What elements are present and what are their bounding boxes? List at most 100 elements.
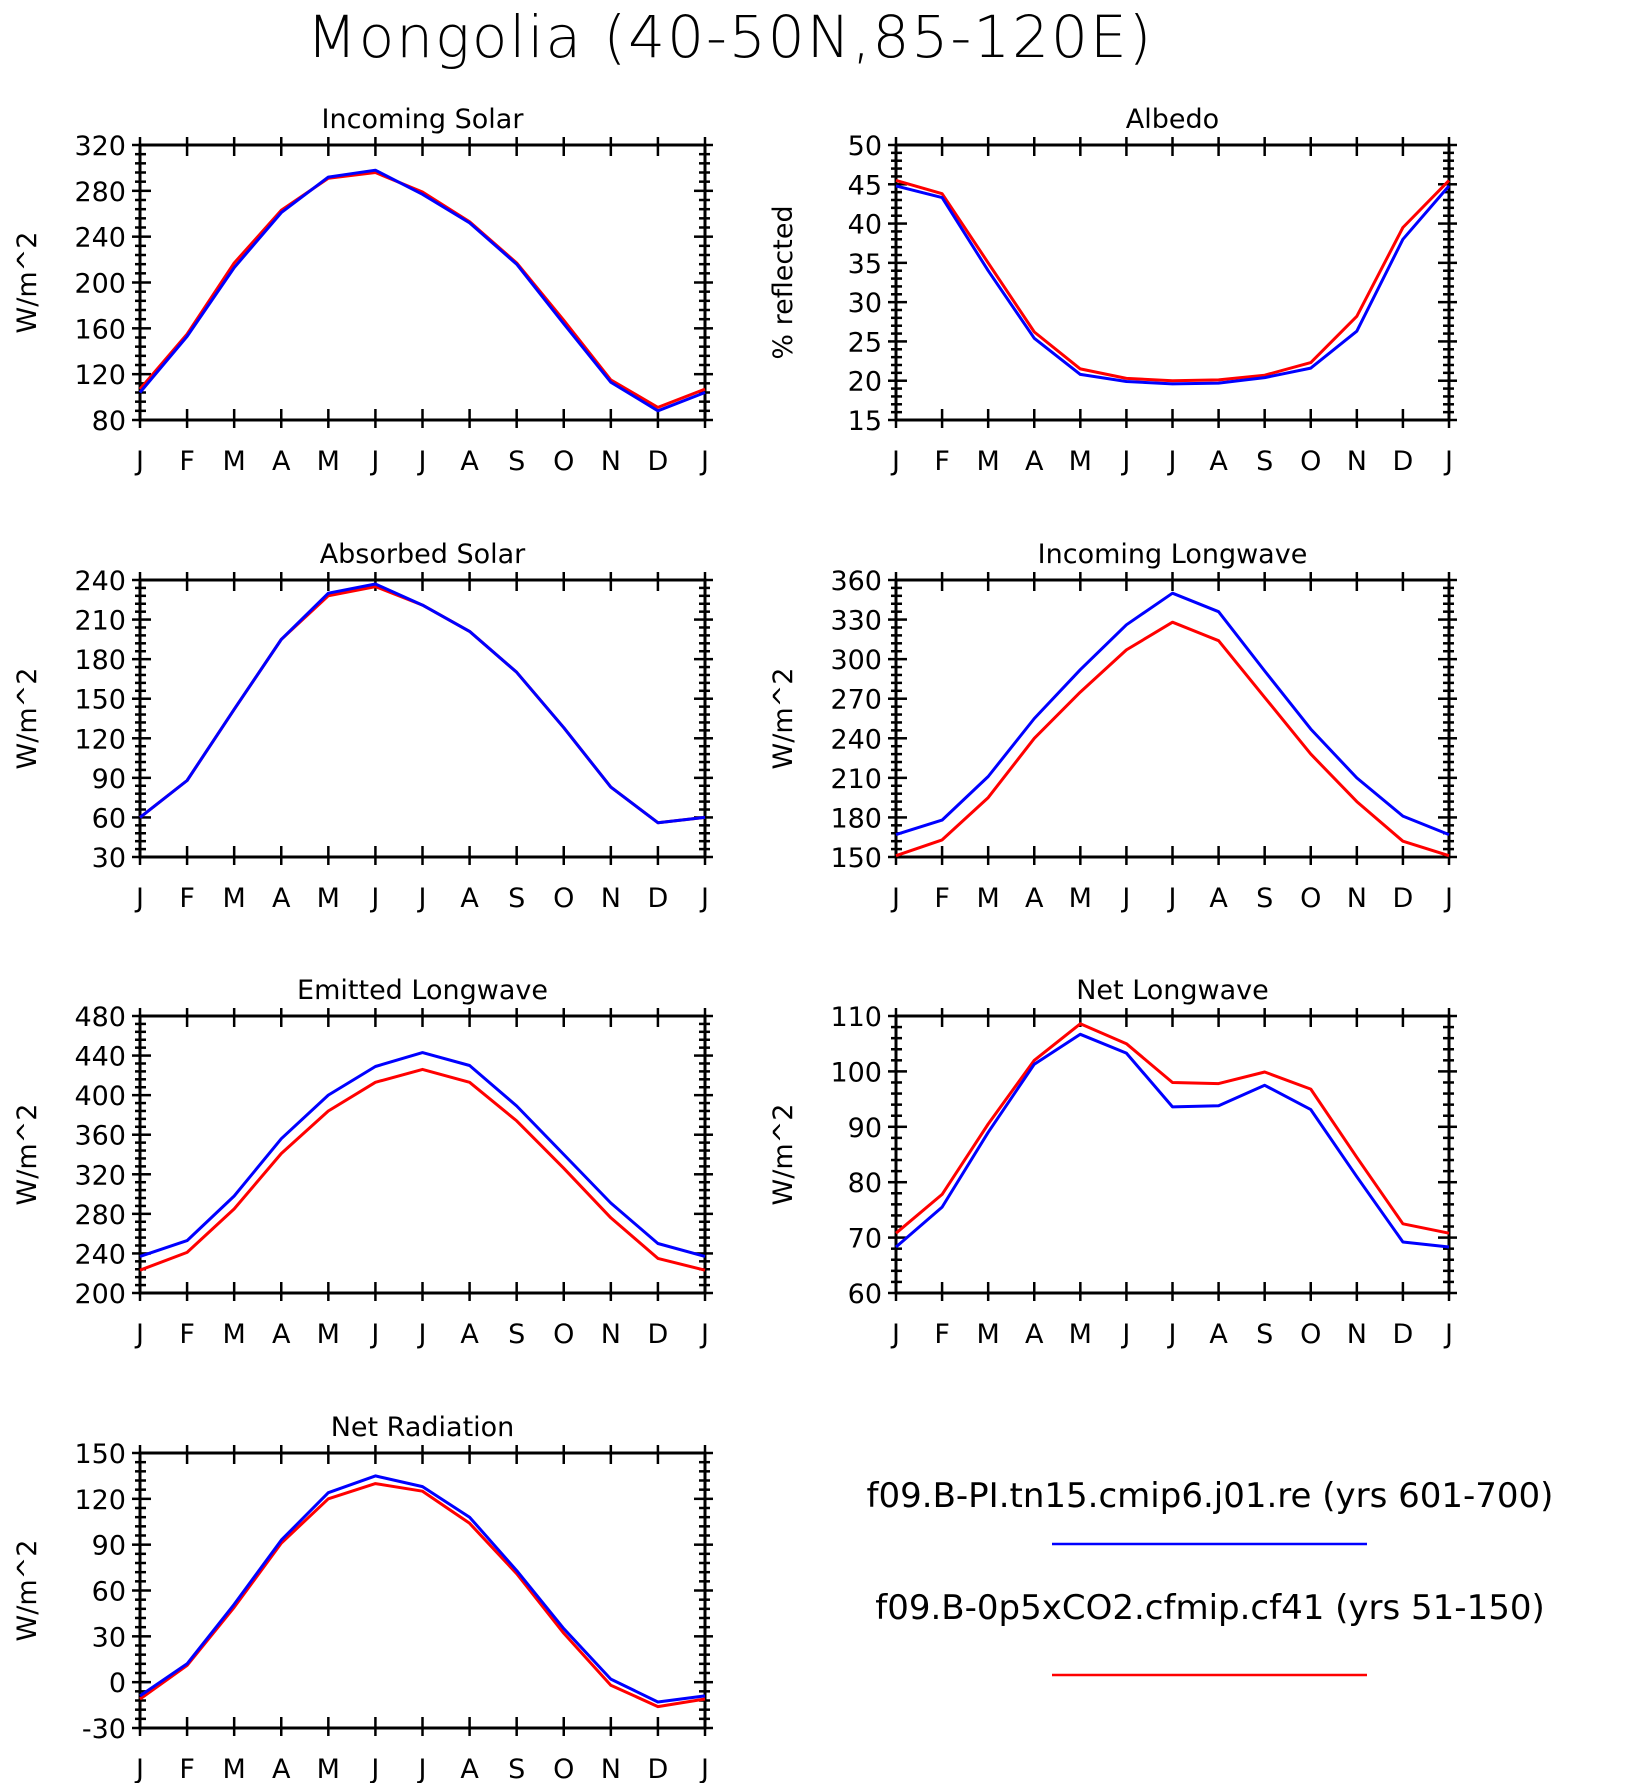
x-tick-label: J — [1167, 1319, 1177, 1350]
y-tick-label: 80 — [92, 406, 126, 437]
y-tick-label: 480 — [74, 1002, 126, 1033]
x-tick-label: S — [508, 1319, 525, 1350]
x-tick-label: M — [223, 883, 246, 914]
x-tick-label: A — [460, 446, 479, 477]
y-tick-label: 45 — [848, 170, 882, 201]
y-tick-label: -30 — [82, 1714, 126, 1745]
x-tick-label: F — [179, 1754, 195, 1783]
y-tick-label: 35 — [848, 249, 882, 280]
x-tick-label: S — [1256, 446, 1273, 477]
plot-frame — [138, 578, 707, 859]
x-tick-label: J — [699, 1754, 709, 1783]
panel-title: Net Longwave — [1076, 975, 1269, 1006]
x-tick-label: O — [1300, 883, 1321, 914]
plot-frame — [894, 1014, 1451, 1295]
x-tick-label: M — [977, 883, 1000, 914]
series-line-blue — [895, 184, 1451, 386]
x-tick-label: J — [1120, 446, 1130, 477]
y-axis-label: W/m^2 — [12, 668, 43, 770]
x-tick-label: J — [369, 883, 379, 914]
panel-title: Incoming Longwave — [1038, 539, 1308, 570]
x-tick-label: J — [1167, 883, 1177, 914]
x-tick-label: F — [179, 883, 195, 914]
x-tick-label: N — [601, 1754, 621, 1783]
x-tick-label: D — [1393, 883, 1414, 914]
series-line-red — [138, 171, 706, 409]
x-tick-label: M — [317, 1754, 340, 1783]
y-tick-label: 280 — [74, 177, 126, 208]
y-tick-label: 160 — [74, 314, 126, 345]
x-tick-label: M — [317, 883, 340, 914]
y-tick-label: 100 — [830, 1057, 882, 1088]
plot-frame — [138, 1014, 707, 1295]
panel-title: Net Radiation — [331, 1412, 515, 1443]
y-tick-label: 50 — [848, 131, 882, 162]
x-tick-label: J — [1167, 446, 1177, 477]
y-tick-label: 90 — [848, 1113, 882, 1144]
x-tick-label: J — [369, 446, 379, 477]
x-tick-label: O — [1300, 1319, 1321, 1350]
y-tick-label: 80 — [848, 1168, 882, 1199]
plot-frame — [138, 1451, 707, 1730]
panel-incoming-longwave: Incoming Longwave 150 180 210 240 270 300 330 36… — [768, 539, 1457, 914]
y-tick-label: 120 — [74, 724, 126, 755]
x-tick-label: A — [1025, 1319, 1044, 1350]
x-tick-label: N — [1347, 446, 1367, 477]
series-line-blue — [139, 1051, 706, 1258]
x-tick-label: J — [890, 1319, 900, 1350]
x-tick-label: S — [508, 1754, 525, 1783]
x-tick-label: A — [1209, 883, 1228, 914]
y-tick-label: 180 — [74, 645, 126, 676]
x-tick-label: N — [1347, 883, 1367, 914]
x-tick-label: A — [1025, 883, 1044, 914]
y-tick-label: 70 — [848, 1224, 882, 1255]
x-tick-label: A — [272, 446, 291, 477]
y-axis-label: % reflected — [768, 205, 799, 359]
x-tick-label: J — [890, 446, 900, 477]
x-tick-label: A — [1209, 446, 1228, 477]
y-tick-label: 330 — [830, 606, 882, 637]
x-tick-label: A — [460, 1319, 479, 1350]
y-tick-label: 120 — [74, 360, 126, 391]
panel-title: Absorbed Solar — [320, 539, 526, 570]
x-tick-label: J — [134, 1319, 144, 1350]
y-axis-label: W/m^2 — [768, 668, 799, 770]
y-axis-label: W/m^2 — [12, 232, 43, 334]
x-tick-label: A — [1209, 1319, 1228, 1350]
x-tick-label: J — [1443, 1319, 1453, 1350]
x-tick-label: J — [1120, 1319, 1130, 1350]
x-tick-label: J — [699, 1319, 709, 1350]
x-tick-label: J — [369, 1319, 379, 1350]
x-tick-label: D — [1393, 446, 1414, 477]
series-line-blue — [139, 582, 706, 825]
y-tick-label: 300 — [830, 645, 882, 676]
y-tick-label: 120 — [74, 1485, 126, 1516]
x-tick-label: J — [699, 446, 709, 477]
x-tick-label: S — [508, 446, 525, 477]
y-tick-label: 15 — [848, 406, 882, 437]
y-tick-label: 60 — [92, 803, 126, 834]
y-tick-label: 320 — [74, 131, 126, 162]
x-tick-label: O — [553, 1319, 574, 1350]
x-tick-label: J — [369, 1754, 379, 1783]
x-tick-label: O — [553, 883, 574, 914]
y-tick-label: 320 — [74, 1160, 126, 1191]
x-tick-label: D — [648, 446, 669, 477]
y-axis-label: W/m^2 — [12, 1540, 43, 1642]
x-tick-label: A — [272, 883, 291, 914]
x-tick-label: D — [648, 1754, 669, 1783]
y-tick-label: 200 — [74, 269, 126, 300]
series-line-red — [139, 1482, 706, 1709]
y-tick-label: 400 — [74, 1081, 126, 1112]
y-tick-label: 360 — [74, 1121, 126, 1152]
x-tick-label: M — [223, 1754, 246, 1783]
x-tick-label: A — [460, 1754, 479, 1783]
y-tick-label: 60 — [92, 1577, 126, 1608]
x-tick-label: F — [934, 446, 950, 477]
y-tick-label: 110 — [830, 1002, 882, 1033]
x-tick-label: D — [648, 1319, 669, 1350]
panel-emitted-longwave: Emitted Longwave 200 240 280 320 360 400 440 480… — [12, 975, 713, 1350]
x-tick-label: J — [417, 1319, 427, 1350]
